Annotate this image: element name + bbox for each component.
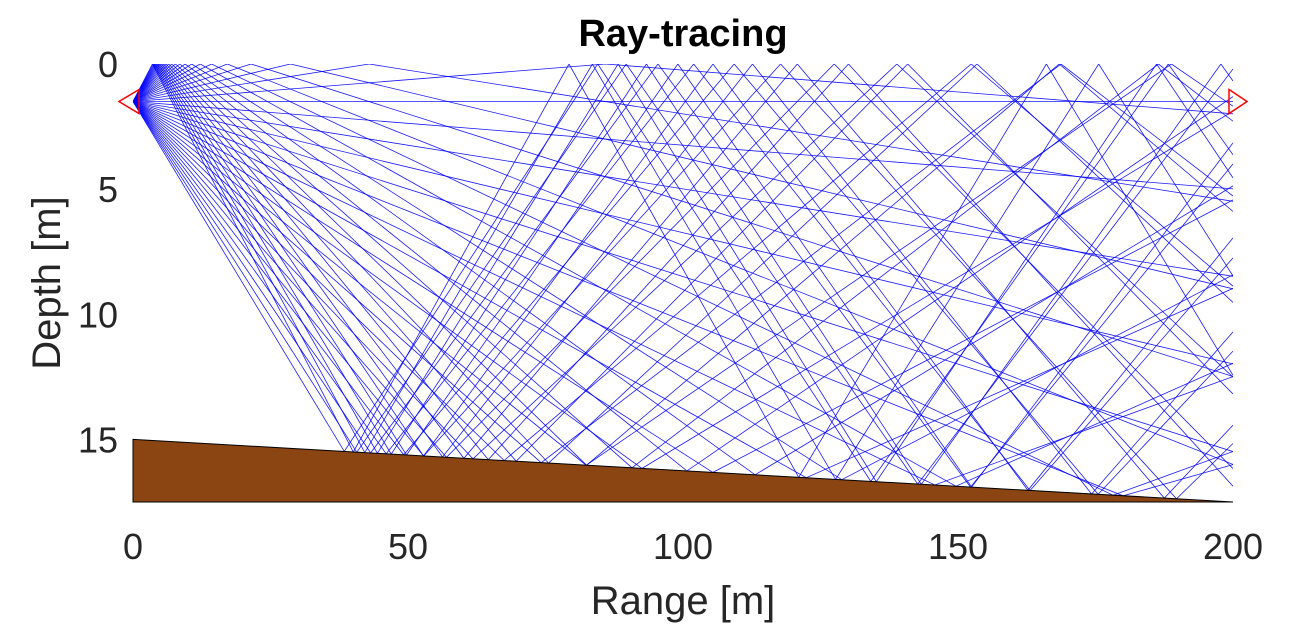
ray-path xyxy=(133,101,1233,452)
ray-path xyxy=(133,101,1233,365)
y-tick-label: 15 xyxy=(78,419,118,460)
ray-path xyxy=(133,64,1233,464)
ray-path xyxy=(133,64,1233,488)
ray-path xyxy=(133,64,1233,500)
ray-path xyxy=(133,64,1233,460)
x-tick-label: 100 xyxy=(653,526,713,567)
y-tick-label: 5 xyxy=(98,169,118,210)
ray-path xyxy=(133,64,1233,115)
markers xyxy=(117,88,1249,115)
seabed-bottom xyxy=(132,438,1234,503)
receiver-marker xyxy=(1228,88,1249,115)
ray-path xyxy=(133,64,1233,496)
y-tick-label: 0 xyxy=(98,44,118,85)
ray-path xyxy=(133,64,1233,483)
x-tick-label: 50 xyxy=(388,526,428,567)
ray-path xyxy=(133,101,1233,473)
rays xyxy=(133,64,1233,500)
ray-path xyxy=(133,64,1233,485)
y-axis-label: Depth [m] xyxy=(25,196,69,369)
ray-path xyxy=(133,64,1233,469)
source-marker xyxy=(117,88,140,115)
y-axis-ticks: 0 5 10 15 xyxy=(78,44,118,460)
ray-path xyxy=(133,64,1233,488)
ray-path xyxy=(133,64,1233,495)
ray-path xyxy=(133,64,1233,499)
ray-path xyxy=(133,64,1233,486)
x-axis-ticks: 0 50 100 150 200 xyxy=(123,526,1263,567)
ray-path xyxy=(133,64,1233,481)
chart-title: Ray-tracing xyxy=(578,13,787,55)
ray-path xyxy=(133,64,1233,377)
y-tick-label: 10 xyxy=(78,294,118,335)
x-axis-label: Range [m] xyxy=(591,579,776,623)
ray-path xyxy=(133,64,1233,492)
x-tick-label: 0 xyxy=(123,526,143,567)
x-tick-label: 200 xyxy=(1203,526,1263,567)
ray-path xyxy=(133,64,1233,466)
ray-path xyxy=(133,64,1233,462)
ray-path xyxy=(133,64,1233,476)
ray-path xyxy=(133,64,1233,462)
ray-path xyxy=(133,64,1233,495)
ray-path xyxy=(133,64,1233,465)
ray-path xyxy=(133,64,1233,483)
ray-path xyxy=(133,64,1233,472)
ray-path xyxy=(133,64,1233,481)
ray-path xyxy=(133,64,1233,290)
ray-path xyxy=(133,64,1233,487)
ray-path xyxy=(133,101,1233,277)
ray-path xyxy=(133,64,1233,202)
x-tick-label: 150 xyxy=(928,526,988,567)
